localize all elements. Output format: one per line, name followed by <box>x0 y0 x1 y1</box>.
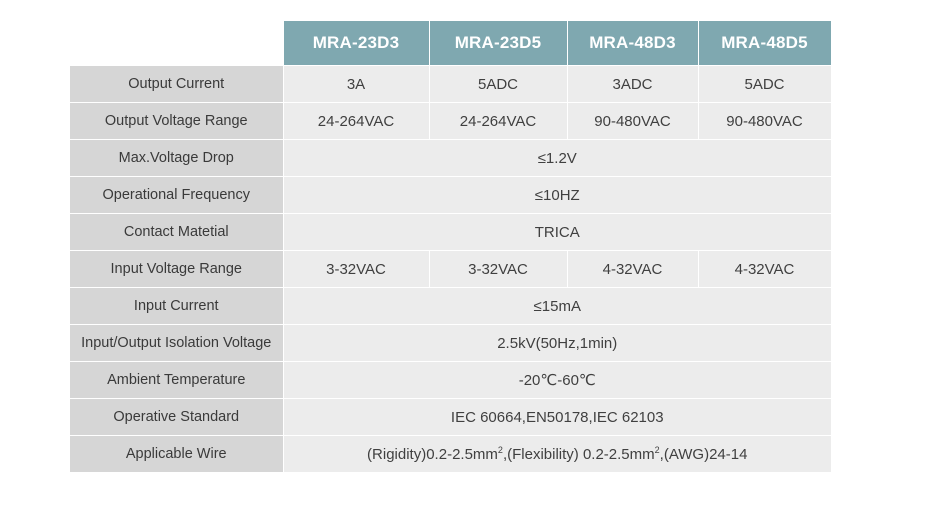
cell-value: (Rigidity)0.2-2.5mm2,(Flexibility) 0.2-2… <box>283 435 831 473</box>
cell-value: 90-480VAC <box>698 102 832 140</box>
spec-table: MRA-23D3 MRA-23D5 MRA-48D3 MRA-48D5 Outp… <box>70 21 832 473</box>
cell-value: 5ADC <box>698 65 832 103</box>
row-label: Operative Standard <box>70 398 284 436</box>
cell-value: ≤10HZ <box>283 176 831 214</box>
superscript: 2 <box>654 444 660 455</box>
cell-value: ≤1.2V <box>283 139 831 177</box>
table-row: Input/Output Isolation Voltage 2.5kV(50H… <box>70 324 831 362</box>
wire-text-part: (Rigidity)0.2-2.5mm <box>367 445 498 463</box>
model-header: MRA-23D3 <box>283 21 430 66</box>
superscript: 2 <box>497 444 503 455</box>
cell-value: IEC 60664,EN50178,IEC 62103 <box>283 398 831 436</box>
table-row: Input Voltage Range 3-32VAC 3-32VAC 4-32… <box>70 250 832 288</box>
cell-value: 4-32VAC <box>567 250 699 288</box>
cell-value: 4-32VAC <box>698 250 832 288</box>
cell-value: 24-264VAC <box>283 102 430 140</box>
wire-text-part: ,(AWG)24-14 <box>659 445 748 463</box>
wire-text-part: ,(Flexibility) 0.2-2.5mm <box>502 445 655 463</box>
row-label: Contact Matetial <box>70 213 284 251</box>
table-row: Contact Matetial TRICA <box>70 213 831 251</box>
cell-value: 3-32VAC <box>283 250 430 288</box>
table-row: Input Current ≤15mA <box>70 287 831 325</box>
cell-value: ≤15mA <box>283 287 831 325</box>
header-row: MRA-23D3 MRA-23D5 MRA-48D3 MRA-48D5 <box>70 21 832 66</box>
model-header: MRA-23D5 <box>429 21 568 66</box>
row-label: Ambient Temperature <box>70 361 284 399</box>
row-label: Input Current <box>70 287 284 325</box>
cell-value: 3ADC <box>567 65 699 103</box>
cell-value: 2.5kV(50Hz,1min) <box>283 324 831 362</box>
model-header: MRA-48D5 <box>698 21 832 66</box>
cell-value: 5ADC <box>429 65 568 103</box>
table-row: Ambient Temperature -20℃-60℃ <box>70 361 831 399</box>
row-label: Output Current <box>70 65 284 103</box>
table-row: Output Voltage Range 24-264VAC 24-264VAC… <box>70 102 832 140</box>
table-row: Operational Frequency ≤10HZ <box>70 176 831 214</box>
cell-value: 90-480VAC <box>567 102 699 140</box>
row-label: Output Voltage Range <box>70 102 284 140</box>
cell-value: TRICA <box>283 213 831 251</box>
model-header: MRA-48D3 <box>567 21 699 66</box>
row-label: Input Voltage Range <box>70 250 284 288</box>
table-row: Output Current 3A 5ADC 3ADC 5ADC <box>70 65 832 103</box>
row-label: Operational Frequency <box>70 176 284 214</box>
cell-value: -20℃-60℃ <box>283 361 831 399</box>
cell-value: 24-264VAC <box>429 102 568 140</box>
table-row: Operative Standard IEC 60664,EN50178,IEC… <box>70 398 831 436</box>
cell-value: 3-32VAC <box>429 250 568 288</box>
row-label: Max.Voltage Drop <box>70 139 284 177</box>
header-corner <box>70 21 284 66</box>
table-row: Applicable Wire (Rigidity)0.2-2.5mm2,(Fl… <box>70 435 831 473</box>
row-label: Applicable Wire <box>70 435 284 473</box>
table-row: Max.Voltage Drop ≤1.2V <box>70 139 831 177</box>
row-label: Input/Output Isolation Voltage <box>70 324 284 362</box>
cell-value: 3A <box>283 65 430 103</box>
